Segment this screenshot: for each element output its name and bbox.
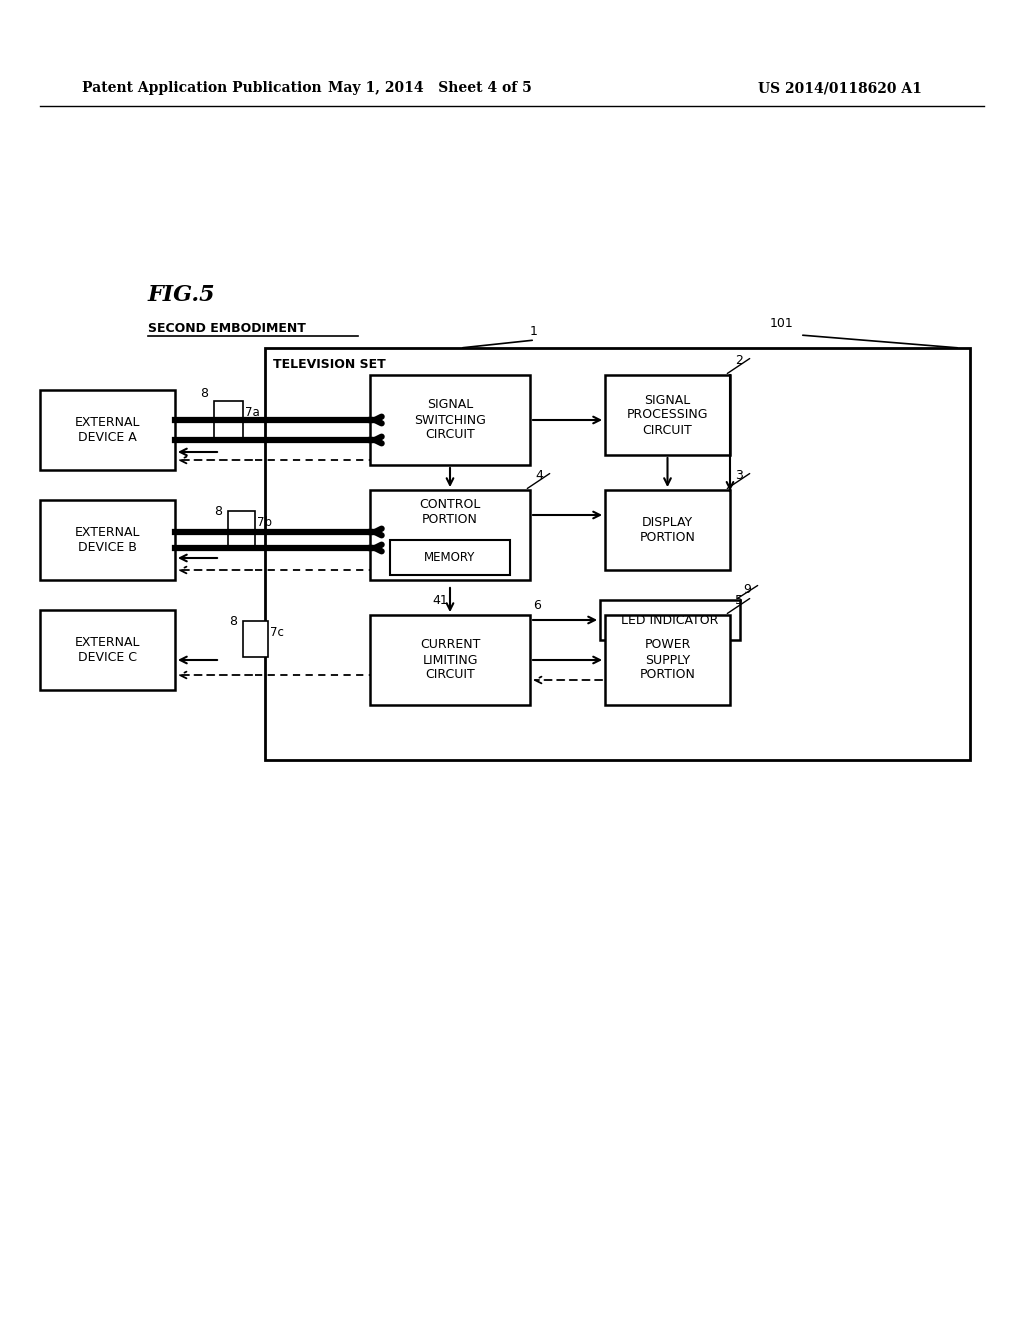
Text: Patent Application Publication: Patent Application Publication — [82, 81, 322, 95]
Text: SIGNAL
SWITCHING
CIRCUIT: SIGNAL SWITCHING CIRCUIT — [414, 399, 486, 441]
Text: 2: 2 — [735, 354, 742, 367]
Bar — [243, 620, 268, 657]
Text: 7b: 7b — [257, 516, 272, 529]
Bar — [228, 511, 255, 550]
Text: MEMORY: MEMORY — [424, 550, 476, 564]
Text: 4: 4 — [535, 469, 543, 482]
Bar — [605, 615, 730, 705]
Text: CONTROL
PORTION: CONTROL PORTION — [419, 498, 480, 525]
Bar — [605, 375, 730, 455]
Text: 9: 9 — [743, 583, 751, 597]
Bar — [370, 615, 530, 705]
Bar — [370, 490, 530, 579]
Text: FIG.5: FIG.5 — [148, 284, 216, 306]
Bar — [605, 490, 730, 570]
Text: US 2014/0118620 A1: US 2014/0118620 A1 — [758, 81, 922, 95]
Text: EXTERNAL
DEVICE B: EXTERNAL DEVICE B — [75, 525, 140, 554]
Text: 8: 8 — [229, 615, 237, 628]
Text: DISPLAY
PORTION: DISPLAY PORTION — [640, 516, 695, 544]
Text: EXTERNAL
DEVICE A: EXTERNAL DEVICE A — [75, 416, 140, 444]
Bar — [40, 500, 175, 579]
Text: LED INDICATOR: LED INDICATOR — [622, 614, 719, 627]
Text: 8: 8 — [200, 387, 208, 400]
Text: 7c: 7c — [270, 626, 284, 639]
Bar — [40, 389, 175, 470]
Text: 6: 6 — [534, 599, 541, 612]
Text: May 1, 2014   Sheet 4 of 5: May 1, 2014 Sheet 4 of 5 — [328, 81, 531, 95]
Bar — [214, 401, 243, 440]
Bar — [40, 610, 175, 690]
Bar — [370, 375, 530, 465]
Text: 41: 41 — [432, 594, 447, 607]
Text: 3: 3 — [735, 469, 742, 482]
Text: SECOND EMBODIMENT: SECOND EMBODIMENT — [148, 322, 306, 334]
Text: 101: 101 — [770, 317, 794, 330]
Bar — [600, 601, 740, 640]
Text: 1: 1 — [530, 325, 538, 338]
Text: 7a: 7a — [245, 407, 260, 418]
Text: POWER
SUPPLY
PORTION: POWER SUPPLY PORTION — [640, 639, 695, 681]
Bar — [390, 540, 510, 576]
Text: 8: 8 — [214, 506, 222, 517]
Text: TELEVISION SET: TELEVISION SET — [273, 358, 386, 371]
Text: CURRENT
LIMITING
CIRCUIT: CURRENT LIMITING CIRCUIT — [420, 639, 480, 681]
Text: EXTERNAL
DEVICE C: EXTERNAL DEVICE C — [75, 636, 140, 664]
Text: 5: 5 — [735, 594, 743, 607]
Bar — [265, 348, 970, 760]
Text: SIGNAL
PROCESSING
CIRCUIT: SIGNAL PROCESSING CIRCUIT — [627, 393, 709, 437]
